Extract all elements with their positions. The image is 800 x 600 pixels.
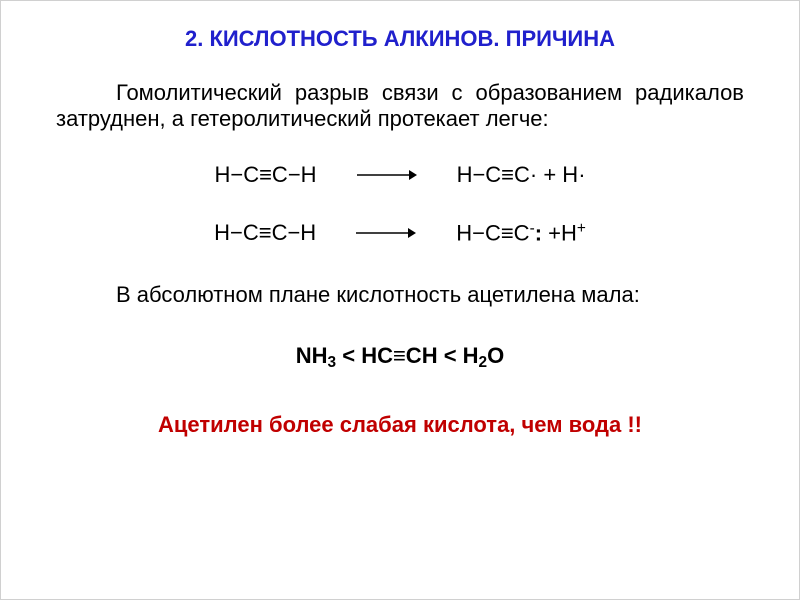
eq2-frag-colon: : <box>535 221 542 246</box>
ineq-b: HC≡CH <box>361 343 437 368</box>
equation-2: H−C≡C−H H−C≡C-: +H+ <box>56 220 744 247</box>
arrow-icon <box>357 168 417 182</box>
ineq-lt1: < <box>336 343 361 368</box>
ineq-a-sub: 3 <box>328 354 337 371</box>
arrow-icon <box>356 226 416 240</box>
eq2-frag-a: H−C≡C <box>456 221 529 246</box>
paragraph-2-text: В абсолютном плане кислотность ацетилена… <box>116 282 640 307</box>
slide-title: 2. КИСЛОТНОСТЬ АЛКИНОВ. ПРИЧИНА <box>56 26 744 52</box>
conclusion-line: Ацетилен более слабая кислота, чем вода … <box>56 412 744 438</box>
eq1-right: H−C≡C· + H· <box>457 162 586 188</box>
eq1-left: H−C≡C−H <box>214 162 316 188</box>
paragraph-1-text: Гомолитический разрыв связи с образовани… <box>56 80 744 131</box>
eq2-frag-b: +H <box>542 221 577 246</box>
ineq-c: H <box>463 343 479 368</box>
eq2-right: H−C≡C-: +H+ <box>456 220 586 247</box>
eq2-frag-plus: + <box>577 220 586 237</box>
eq2-left: H−C≡C−H <box>214 220 316 246</box>
paragraph-2: В абсолютном плане кислотность ацетилена… <box>56 282 744 308</box>
ineq-a: NH <box>296 343 328 368</box>
paragraph-1: Гомолитический разрыв связи с образовани… <box>56 80 744 132</box>
ineq-c-sub: 2 <box>479 354 488 371</box>
inequality-line: NH3 < HC≡CH < H2O <box>56 343 744 372</box>
equation-block: H−C≡C−H H−C≡C· + H· H−C≡C−H H−C≡C-: +H+ <box>56 162 744 247</box>
equation-1: H−C≡C−H H−C≡C· + H· <box>56 162 744 188</box>
ineq-c2: O <box>487 343 504 368</box>
ineq-lt2: < <box>438 343 463 368</box>
